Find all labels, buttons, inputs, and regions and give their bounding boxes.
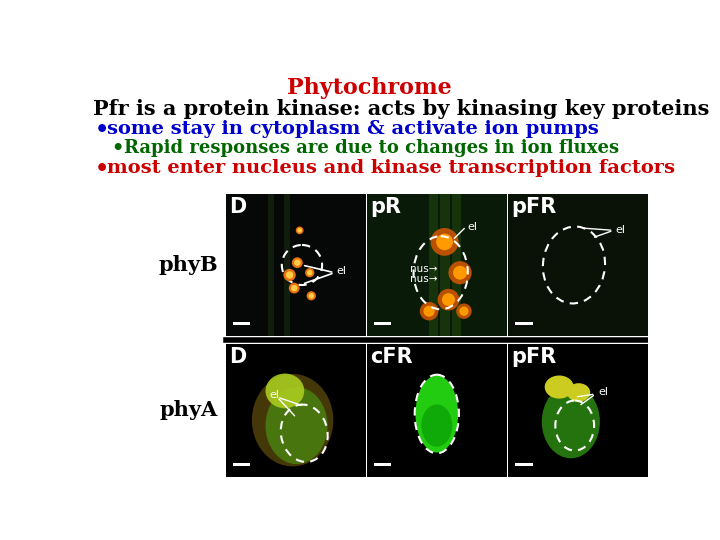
Text: phyA: phyA [160, 400, 218, 420]
Circle shape [292, 257, 302, 268]
Circle shape [308, 293, 314, 299]
Text: most enter nucleus and kinase transcription factors: most enter nucleus and kinase transcript… [107, 159, 675, 177]
Circle shape [456, 303, 472, 319]
Bar [233, 463, 251, 466]
Text: pR: pR [370, 197, 401, 217]
Circle shape [305, 268, 315, 278]
Bar [452, 194, 462, 336]
Ellipse shape [567, 383, 590, 402]
Circle shape [307, 270, 312, 275]
Bar [284, 194, 290, 336]
Circle shape [286, 271, 293, 279]
Circle shape [294, 259, 300, 266]
Text: phyB: phyB [158, 255, 218, 275]
Text: •: • [112, 139, 124, 159]
Text: el: el [468, 221, 478, 232]
Ellipse shape [266, 387, 328, 464]
Text: el: el [269, 390, 279, 400]
Circle shape [297, 228, 302, 233]
Bar [225, 343, 366, 477]
Bar [374, 463, 392, 466]
Circle shape [420, 302, 438, 320]
Text: Rapid responses are due to changes in ion fluxes: Rapid responses are due to changes in io… [124, 139, 619, 158]
Text: Pfr is a protein kinase: acts by kinasing key proteins: Pfr is a protein kinase: acts by kinasin… [93, 99, 709, 119]
Ellipse shape [252, 374, 333, 467]
Circle shape [453, 266, 467, 280]
Circle shape [291, 285, 297, 292]
Bar [508, 194, 648, 336]
Bar [516, 463, 533, 466]
Bar [269, 194, 274, 336]
Text: •: • [94, 120, 109, 140]
Text: nus→: nus→ [410, 264, 437, 274]
Circle shape [296, 226, 304, 234]
Text: el: el [598, 387, 608, 397]
Text: D: D [229, 347, 246, 367]
Text: Phytochrome: Phytochrome [287, 77, 451, 99]
Text: •: • [94, 159, 109, 179]
Circle shape [307, 291, 316, 300]
Text: nus→: nus→ [410, 274, 437, 284]
Circle shape [436, 234, 453, 250]
Ellipse shape [545, 375, 574, 399]
Bar [374, 322, 392, 325]
Bar [441, 194, 449, 336]
Text: D: D [229, 197, 246, 217]
Ellipse shape [541, 385, 600, 458]
Circle shape [449, 261, 472, 284]
Ellipse shape [415, 375, 458, 453]
Text: pFR: pFR [510, 197, 556, 217]
Bar [428, 194, 438, 336]
Bar [225, 194, 366, 336]
Text: el: el [615, 225, 625, 235]
Circle shape [289, 283, 300, 294]
Bar [508, 343, 648, 477]
Bar [366, 194, 507, 336]
Circle shape [459, 307, 469, 316]
Text: cFR: cFR [370, 347, 413, 367]
Circle shape [431, 228, 459, 256]
Text: pFR: pFR [510, 347, 556, 367]
Text: el: el [336, 266, 346, 276]
Ellipse shape [421, 404, 452, 447]
Text: some stay in cytoplasm & activate ion pumps: some stay in cytoplasm & activate ion pu… [107, 120, 599, 138]
Bar [516, 322, 533, 325]
Bar [366, 343, 507, 477]
Circle shape [423, 306, 435, 317]
Bar [233, 322, 251, 325]
Circle shape [284, 269, 296, 281]
Ellipse shape [266, 374, 305, 408]
Circle shape [442, 293, 455, 306]
Circle shape [438, 289, 459, 310]
Bar [508, 194, 648, 336]
